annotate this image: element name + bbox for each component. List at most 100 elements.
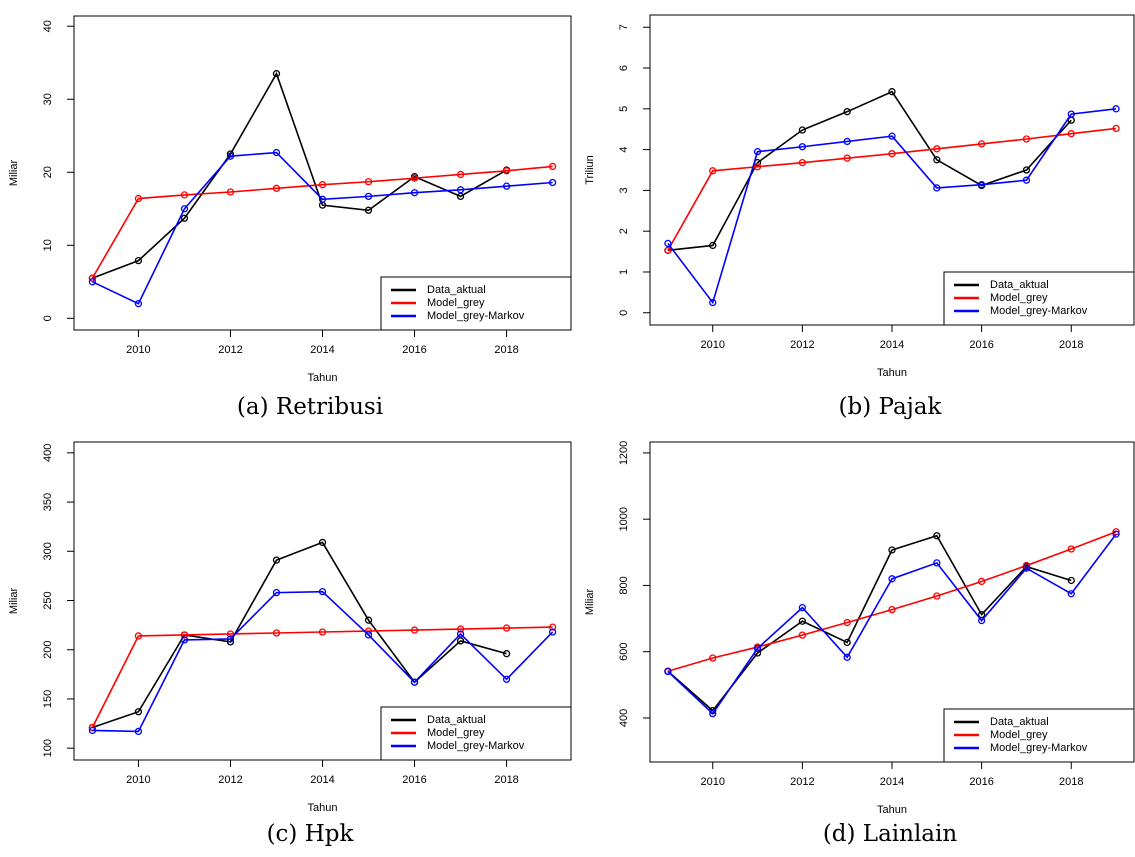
x-tick-label: 2014 [310,344,334,356]
x-tick-label: 2010 [126,774,150,786]
legend-label: Data_aktual [427,284,486,296]
point [1112,124,1120,133]
series-line [92,590,554,733]
point [977,577,986,586]
point [843,618,851,627]
point [134,632,143,640]
x-tick-label: 2018 [1059,776,1083,788]
legend-label: Model_grey-Markov [990,305,1088,317]
point [1112,530,1120,538]
point [364,631,373,639]
point [88,274,97,282]
point [843,108,851,116]
y-tick-label: 100 [42,739,54,757]
point [456,630,465,638]
legend-label: Data_aktual [990,716,1049,728]
x-axis-title: Tahun [877,367,907,379]
point [843,653,851,661]
y-tick-label: 600 [618,643,630,661]
point [134,300,143,308]
point [502,675,511,683]
point [1067,545,1075,553]
point [977,616,986,625]
point [798,143,807,151]
point [548,623,557,631]
y-tick-label: 350 [42,493,54,511]
legend-box [943,708,1135,763]
point [1022,166,1031,174]
point [548,178,557,187]
y-tick-label: 200 [42,641,54,659]
chart-panel: 2010 2012 2014 2016 2018 100 150 200 250 300 350 40… [8,441,572,847]
point [272,556,281,564]
point [456,625,465,633]
legend-label: Data_aktual [427,714,486,726]
point [272,70,281,78]
x-tick-label: 2010 [700,776,724,788]
x-tick-label: 2016 [402,344,426,356]
point [888,150,896,158]
y-tick-label: 5 [618,106,630,112]
point [548,628,557,636]
point [180,214,189,222]
point [1112,105,1120,113]
point [933,184,941,192]
point [318,587,327,596]
y-tick-label: 1200 [618,441,630,465]
point [753,163,762,171]
plot-frame [649,441,1135,763]
point [456,186,465,194]
y-axis-title: Triliun [584,155,596,185]
x-tick-label: 2016 [969,339,993,351]
x-tick-label: 2018 [1059,339,1083,351]
x-tick-label: 2010 [700,339,724,351]
point [134,708,143,716]
point [709,709,717,718]
x-tick-label: 2012 [218,344,242,356]
point [226,152,235,160]
legend-label: Model_grey [427,727,485,739]
point [502,650,511,658]
caption: (c) Hpk [267,821,355,847]
point [410,678,419,686]
point [364,616,373,624]
point [364,206,373,214]
point [1067,576,1075,585]
point [933,145,941,153]
x-tick-label: 2010 [126,344,150,356]
point [134,194,143,203]
series-line [92,541,507,729]
y-tick-label: 0 [618,310,630,316]
point [977,140,986,148]
point [318,195,327,203]
point [272,184,281,192]
chart-panel: 2010 2012 2014 2016 2018 400 600 800 1000 1200 Tah… [584,441,1135,847]
x-tick-label: 2016 [402,774,426,786]
legend-label: Model_grey-Markov [990,742,1088,754]
y-tick-label: 7 [618,24,630,30]
point [318,181,327,189]
point [933,532,941,540]
point [753,147,762,156]
y-tick-label: 400 [42,444,54,462]
point [456,637,465,645]
caption: (a) Retribusi [237,394,383,420]
point [88,726,97,735]
y-tick-label: 10 [42,239,54,251]
point [888,132,896,140]
point [1022,564,1031,572]
plot-frame [73,441,572,761]
point [410,189,419,197]
x-tick-label: 2014 [880,339,904,351]
legend-label: Model_grey [427,297,485,309]
point [933,156,941,164]
x-tick-label: 2018 [494,774,518,786]
point [134,727,143,736]
series-line [91,165,553,279]
series-line [667,90,1072,252]
y-tick-label: 1000 [618,507,630,531]
point [180,191,189,199]
point [1022,176,1031,184]
point [456,170,465,179]
